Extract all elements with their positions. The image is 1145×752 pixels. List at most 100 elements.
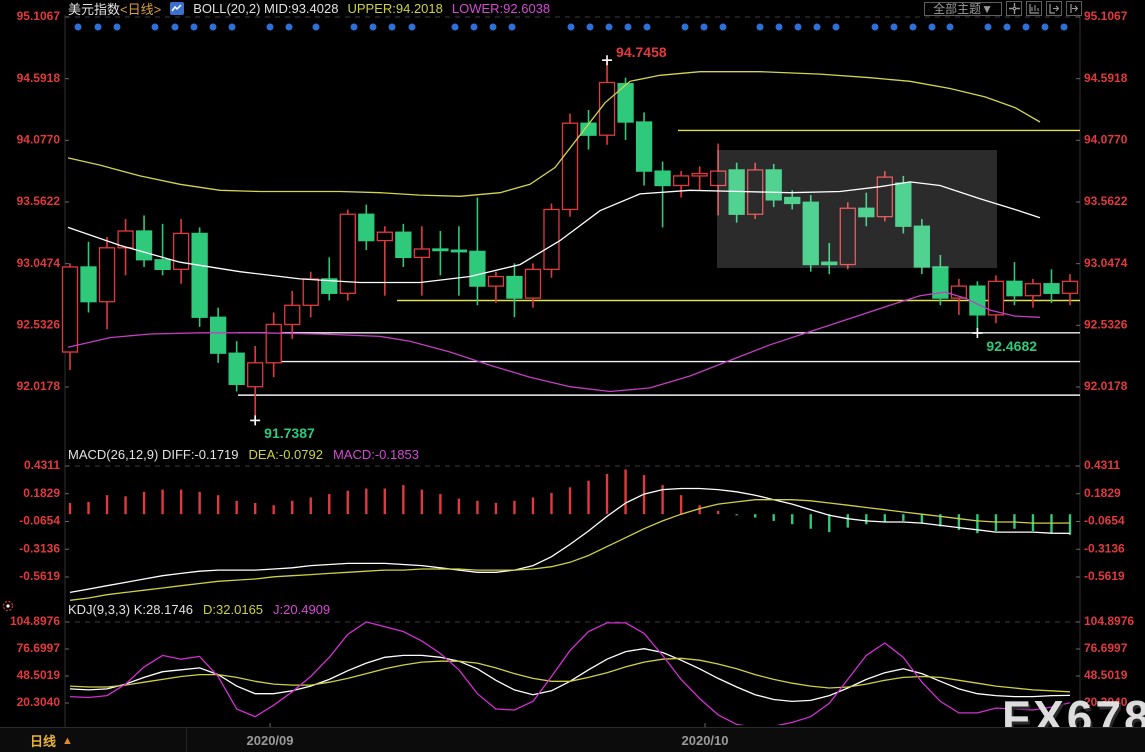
line-chart-icon[interactable] bbox=[170, 1, 185, 15]
boll-params: BOLL(20,2) bbox=[193, 0, 261, 16]
jump-latest-icon[interactable] bbox=[1066, 1, 1082, 16]
news-event-dot[interactable] bbox=[94, 23, 102, 31]
news-event-dot[interactable] bbox=[228, 23, 236, 31]
candle bbox=[617, 77, 634, 140]
news-event-dot[interactable] bbox=[369, 23, 377, 31]
news-event-dot[interactable] bbox=[775, 23, 783, 31]
news-event-dot[interactable] bbox=[470, 23, 478, 31]
news-event-dot[interactable] bbox=[909, 23, 917, 31]
news-event-dot[interactable] bbox=[700, 23, 708, 31]
crosshair-icon[interactable] bbox=[1006, 1, 1022, 16]
news-event-dot[interactable] bbox=[489, 23, 497, 31]
bottom-time-bar: 日线 ▲ 2020/09 2020/10 bbox=[0, 727, 1145, 752]
news-event-dot[interactable] bbox=[388, 23, 396, 31]
news-event-dot[interactable] bbox=[312, 23, 320, 31]
kdj-k-value: K:28.1746 bbox=[133, 602, 194, 617]
news-event-dot[interactable] bbox=[1022, 23, 1030, 31]
boll-mid-value: MID:93.4028 bbox=[264, 0, 339, 16]
candle bbox=[265, 312, 282, 378]
x-axis-date: 2020/09 bbox=[246, 733, 294, 748]
news-event-dot[interactable] bbox=[266, 23, 274, 31]
news-event-dot[interactable] bbox=[508, 23, 516, 31]
news-event-dot[interactable] bbox=[1041, 23, 1049, 31]
news-event-dot[interactable] bbox=[928, 23, 936, 31]
highlight-selection-box[interactable] bbox=[717, 150, 997, 268]
y-axis-label-right: 94.5918 bbox=[1084, 71, 1128, 85]
news-event-dot[interactable] bbox=[190, 23, 198, 31]
period-selector[interactable]: 日线 ▲ bbox=[0, 728, 187, 752]
theme-select-button[interactable]: 全部主题▼ bbox=[924, 1, 1002, 16]
kdj-d-line bbox=[69, 657, 1071, 693]
candle bbox=[672, 171, 690, 198]
news-event-dot[interactable] bbox=[350, 23, 358, 31]
y-axis-label-left: 92.5326 bbox=[17, 318, 61, 332]
news-event-dot[interactable] bbox=[171, 23, 179, 31]
news-event-dot[interactable] bbox=[586, 23, 594, 31]
kdj-j-value: J:20.4909 bbox=[273, 602, 331, 617]
y-axis-label-right: 95.1067 bbox=[1084, 9, 1128, 23]
candle bbox=[654, 161, 671, 228]
y-axis-label-left: 0.1829 bbox=[23, 486, 60, 500]
y-axis-label-right: 104.8976 bbox=[1084, 614, 1134, 628]
y-axis-label-right: 0.1829 bbox=[1084, 486, 1121, 500]
y-axis-label-left: 93.0474 bbox=[17, 256, 61, 270]
candle bbox=[987, 275, 1005, 324]
news-event-dot[interactable] bbox=[151, 23, 159, 31]
candle bbox=[784, 190, 801, 210]
news-event-dot[interactable] bbox=[1060, 23, 1068, 31]
news-event-dot[interactable] bbox=[794, 23, 802, 31]
y-axis-label-right: -0.5619 bbox=[1084, 569, 1125, 583]
news-event-dot[interactable] bbox=[285, 23, 293, 31]
news-event-dot[interactable] bbox=[605, 23, 613, 31]
news-event-dot[interactable] bbox=[624, 23, 632, 31]
news-event-dot[interactable] bbox=[681, 23, 689, 31]
candle bbox=[598, 60, 616, 145]
candle bbox=[524, 263, 542, 308]
candle bbox=[635, 112, 653, 186]
news-event-dot[interactable] bbox=[209, 23, 217, 31]
news-event-dot[interactable] bbox=[984, 23, 992, 31]
news-event-dot[interactable] bbox=[890, 23, 898, 31]
macd-dea-value: DEA:-0.0792 bbox=[248, 447, 323, 462]
candle bbox=[1061, 274, 1079, 306]
zoom-domain-icon[interactable] bbox=[1026, 1, 1042, 16]
y-axis-label-left: 95.1067 bbox=[17, 9, 61, 23]
price-marker-cross bbox=[972, 328, 983, 339]
news-event-dot[interactable] bbox=[719, 23, 727, 31]
y-axis-label-right: 92.5326 bbox=[1084, 318, 1128, 332]
news-event-dot[interactable] bbox=[756, 23, 764, 31]
news-event-dot[interactable] bbox=[451, 23, 459, 31]
candle bbox=[932, 254, 949, 306]
kdj-params-and-k: KDJ(9,3,3) K:28.1746 bbox=[68, 602, 193, 617]
candle bbox=[802, 195, 819, 272]
news-event-dot[interactable] bbox=[871, 23, 879, 31]
pan-right-icon[interactable] bbox=[1046, 1, 1062, 16]
news-event-dot[interactable] bbox=[813, 23, 821, 31]
candle bbox=[858, 192, 875, 227]
candle bbox=[561, 113, 579, 217]
news-event-dot[interactable] bbox=[946, 23, 954, 31]
news-event-dot[interactable] bbox=[567, 23, 575, 31]
news-event-dot[interactable] bbox=[643, 23, 651, 31]
candle bbox=[191, 227, 208, 327]
news-event-dot[interactable] bbox=[1003, 23, 1011, 31]
main-chart-header: 美元指数<日线> BOLL(20,2) MID:93.4028 UPPER:94… bbox=[68, 0, 550, 17]
kdj-d-value: D:32.0165 bbox=[203, 602, 264, 617]
candle bbox=[321, 257, 338, 301]
candle bbox=[413, 226, 431, 296]
news-event-dot[interactable] bbox=[408, 23, 416, 31]
candle bbox=[913, 219, 931, 275]
candle bbox=[284, 290, 301, 339]
kdj-lines-group bbox=[69, 621, 1071, 725]
y-axis-label-right: 48.5019 bbox=[1084, 668, 1128, 682]
macd-diff-line bbox=[69, 487, 1071, 594]
price-annotation: 91.7387 bbox=[264, 425, 315, 441]
candle bbox=[691, 166, 708, 191]
news-event-dot[interactable] bbox=[832, 23, 840, 31]
candle bbox=[506, 263, 523, 318]
news-event-dot[interactable] bbox=[74, 23, 82, 31]
kdj-j-line bbox=[69, 621, 1071, 725]
news-event-dot[interactable] bbox=[113, 23, 121, 31]
